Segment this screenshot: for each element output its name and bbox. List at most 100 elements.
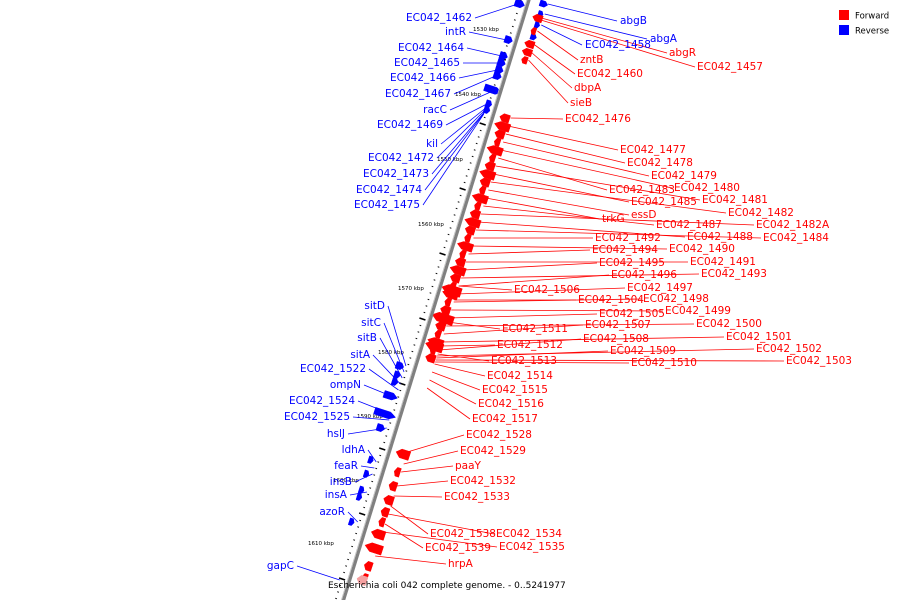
tick-mark: [371, 480, 374, 483]
forward-gene-arrow: [489, 153, 497, 164]
leader-line: [431, 111, 485, 175]
gene-label-ec042-1508: EC042_1508: [583, 333, 649, 345]
leader-line: [443, 324, 584, 335]
leader-line: [485, 197, 601, 220]
tick-mark: [393, 409, 396, 411]
tick-mark: [427, 298, 430, 301]
tick-mark: [451, 220, 454, 223]
leader-line: [360, 465, 375, 469]
tick-mark: [365, 500, 368, 502]
reverse-gene-arrow: [373, 406, 396, 420]
tick-mark: [353, 539, 356, 541]
gene-label-sita: sitA: [350, 349, 371, 361]
forward-gene-arrow: [521, 47, 534, 58]
gene-label-ec042-1513: EC042_1513: [491, 355, 557, 367]
gene-label-azor: azoR: [319, 506, 345, 518]
tick-mark: [419, 324, 422, 327]
gene-label-sieb: sieB: [570, 97, 592, 109]
forward-gene-arrow: [464, 233, 472, 244]
leader-line: [537, 30, 579, 61]
tick-mark: [457, 201, 460, 203]
leader-line: [544, 13, 648, 40]
tick-mark: [338, 577, 346, 581]
gene-label-intr: intR: [445, 26, 466, 38]
leader-line: [296, 565, 340, 581]
reverse-gene-arrow: [483, 83, 503, 95]
leader-line: [451, 309, 664, 312]
leader-line: [388, 513, 495, 535]
leader-line: [500, 149, 673, 189]
gene-label-ec042-1528: EC042_1528: [466, 429, 532, 441]
leader-line: [453, 298, 642, 303]
tick-mark: [383, 441, 386, 444]
gene-label-gapc: gapC: [267, 560, 294, 572]
leader-line: [505, 133, 626, 164]
leader-line: [375, 555, 447, 565]
leader-line: [507, 125, 619, 151]
legend-swatch-forward: [839, 10, 849, 20]
leader-line: [347, 427, 387, 435]
reverse-gene-arrow: [503, 35, 513, 44]
gene-label-ec042-1524: EC042_1524: [289, 395, 355, 407]
leader-line: [475, 229, 762, 239]
gene-label-ec042-1514: EC042_1514: [487, 370, 553, 382]
tick-mark: [387, 428, 390, 431]
tick-mark: [369, 487, 372, 489]
leader-line: [438, 338, 582, 351]
tick-mark: [373, 474, 376, 476]
gene-label-ec042-1504: EC042_1504: [578, 294, 644, 306]
backbone-highlight: [340, 0, 528, 600]
leader-line: [390, 505, 429, 535]
gene-label-ec042-1502: EC042_1502: [756, 343, 822, 355]
gene-label-ec042-1512: EC042_1512: [497, 339, 563, 351]
leader-line: [547, 3, 618, 22]
gene-label-ec042-1472: EC042_1472: [368, 152, 434, 164]
leader-line: [393, 495, 443, 498]
leader-line: [422, 113, 485, 206]
tick-mark: [489, 97, 492, 99]
gene-label-sitb: sitB: [357, 332, 377, 344]
forward-gene-arrow: [524, 39, 536, 50]
gene-label-abgb: abgB: [620, 15, 647, 27]
tick-mark: [429, 292, 432, 294]
forward-gene-arrow: [378, 517, 387, 528]
tick-mark: [505, 45, 508, 47]
gene-label-ec042-1480: EC042_1480: [674, 182, 740, 194]
gene-label-ec042-1522: EC042_1522: [300, 363, 366, 375]
tick-mark: [397, 396, 400, 398]
tick-mark: [411, 350, 414, 353]
gene-label-ec042-1458: EC042_1458: [585, 39, 651, 51]
leader-line: [510, 117, 564, 120]
tick-mark: [467, 168, 470, 171]
forward-gene-arrow: [486, 145, 504, 157]
tick-mark: [399, 382, 406, 386]
forward-gene-arrow: [425, 353, 437, 364]
gene-label-ec042-1462: EC042_1462: [406, 12, 472, 24]
leader-line: [488, 189, 630, 216]
tick-mark: [443, 246, 446, 249]
leader-line: [426, 387, 471, 420]
gene-label-hrpa: hrpA: [448, 558, 474, 570]
leader-line: [367, 449, 377, 463]
gene-label-ec042-1474: EC042_1474: [356, 184, 422, 196]
tick-mark: [417, 331, 420, 333]
reverse-gene-arrow: [492, 71, 502, 80]
forward-gene-arrow: [459, 249, 467, 260]
forward-gene-arrow: [394, 467, 402, 478]
gene-label-ec042-1484: EC042_1484: [763, 232, 829, 244]
leader-line: [458, 274, 610, 287]
leader-line: [384, 523, 424, 549]
forward-gene-arrow: [499, 113, 511, 124]
tick-mark: [439, 252, 446, 256]
tick-mark: [379, 447, 386, 451]
tick-mark: [358, 512, 366, 516]
forward-gene-arrow: [521, 56, 529, 65]
forward-gene-arrow: [434, 329, 443, 340]
tick-mark: [409, 357, 412, 359]
tick-mark: [349, 552, 352, 554]
gene-label-ec042-1507: EC042_1507: [585, 319, 651, 331]
gene-label-ec042-1533: EC042_1533: [444, 491, 510, 503]
gene-label-ec042-1539: EC042_1539: [425, 542, 491, 554]
gene-label-ec042-1503: EC042_1503: [786, 355, 852, 367]
tick-label: 1540 kbp: [455, 92, 481, 98]
